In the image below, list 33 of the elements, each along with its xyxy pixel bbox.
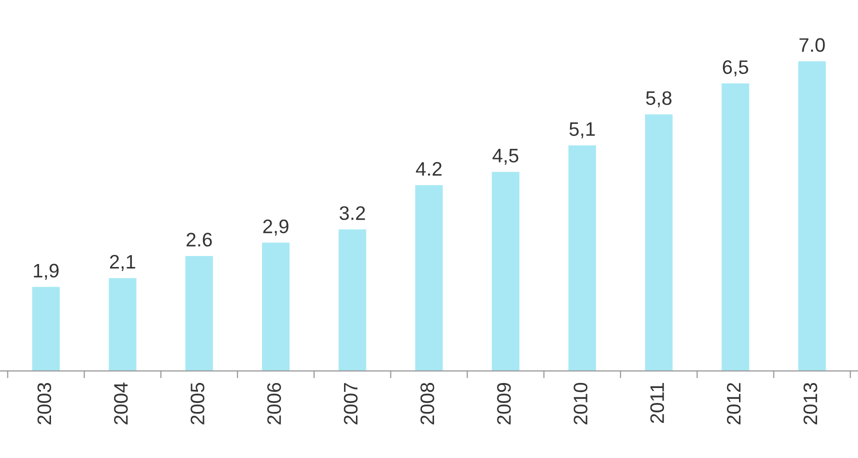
bar — [262, 242, 290, 371]
bar — [568, 145, 596, 371]
data-label: 4,5 — [492, 148, 518, 165]
bar — [798, 61, 826, 371]
bar — [338, 229, 366, 371]
x-tick-label: 2009 — [497, 383, 511, 424]
data-label: 2,9 — [263, 220, 288, 236]
x-tick-label: 2007 — [344, 383, 358, 424]
data-label: 2.6 — [186, 232, 212, 247]
x-tick-label: 2013 — [803, 382, 818, 424]
data-label: 5,1 — [569, 122, 595, 138]
x-tick-label: 2006 — [267, 382, 282, 424]
data-label: 4.2 — [416, 162, 442, 176]
data-label: 2,1 — [110, 254, 136, 271]
bar — [108, 278, 136, 371]
data-label: 5,8 — [646, 91, 672, 108]
x-tick-label: 2008 — [420, 382, 434, 424]
x-tick-label: 2005 — [190, 382, 204, 424]
bar — [722, 83, 750, 371]
bar — [492, 172, 520, 371]
bar — [415, 185, 443, 371]
bar — [185, 256, 213, 371]
x-tick-label: 2012 — [726, 383, 741, 424]
bar — [32, 286, 60, 371]
x-tick-label: 2010 — [574, 382, 588, 424]
data-label: 1,9 — [34, 264, 59, 280]
x-tick-label: 2011 — [650, 383, 664, 423]
data-label: 3.2 — [340, 206, 365, 220]
bar — [645, 114, 673, 371]
data-label: 7.0 — [800, 38, 825, 52]
x-tick-label: 2004 — [114, 382, 128, 424]
x-tick-label: 2003 — [37, 382, 52, 424]
data-label: 6,5 — [722, 60, 748, 76]
